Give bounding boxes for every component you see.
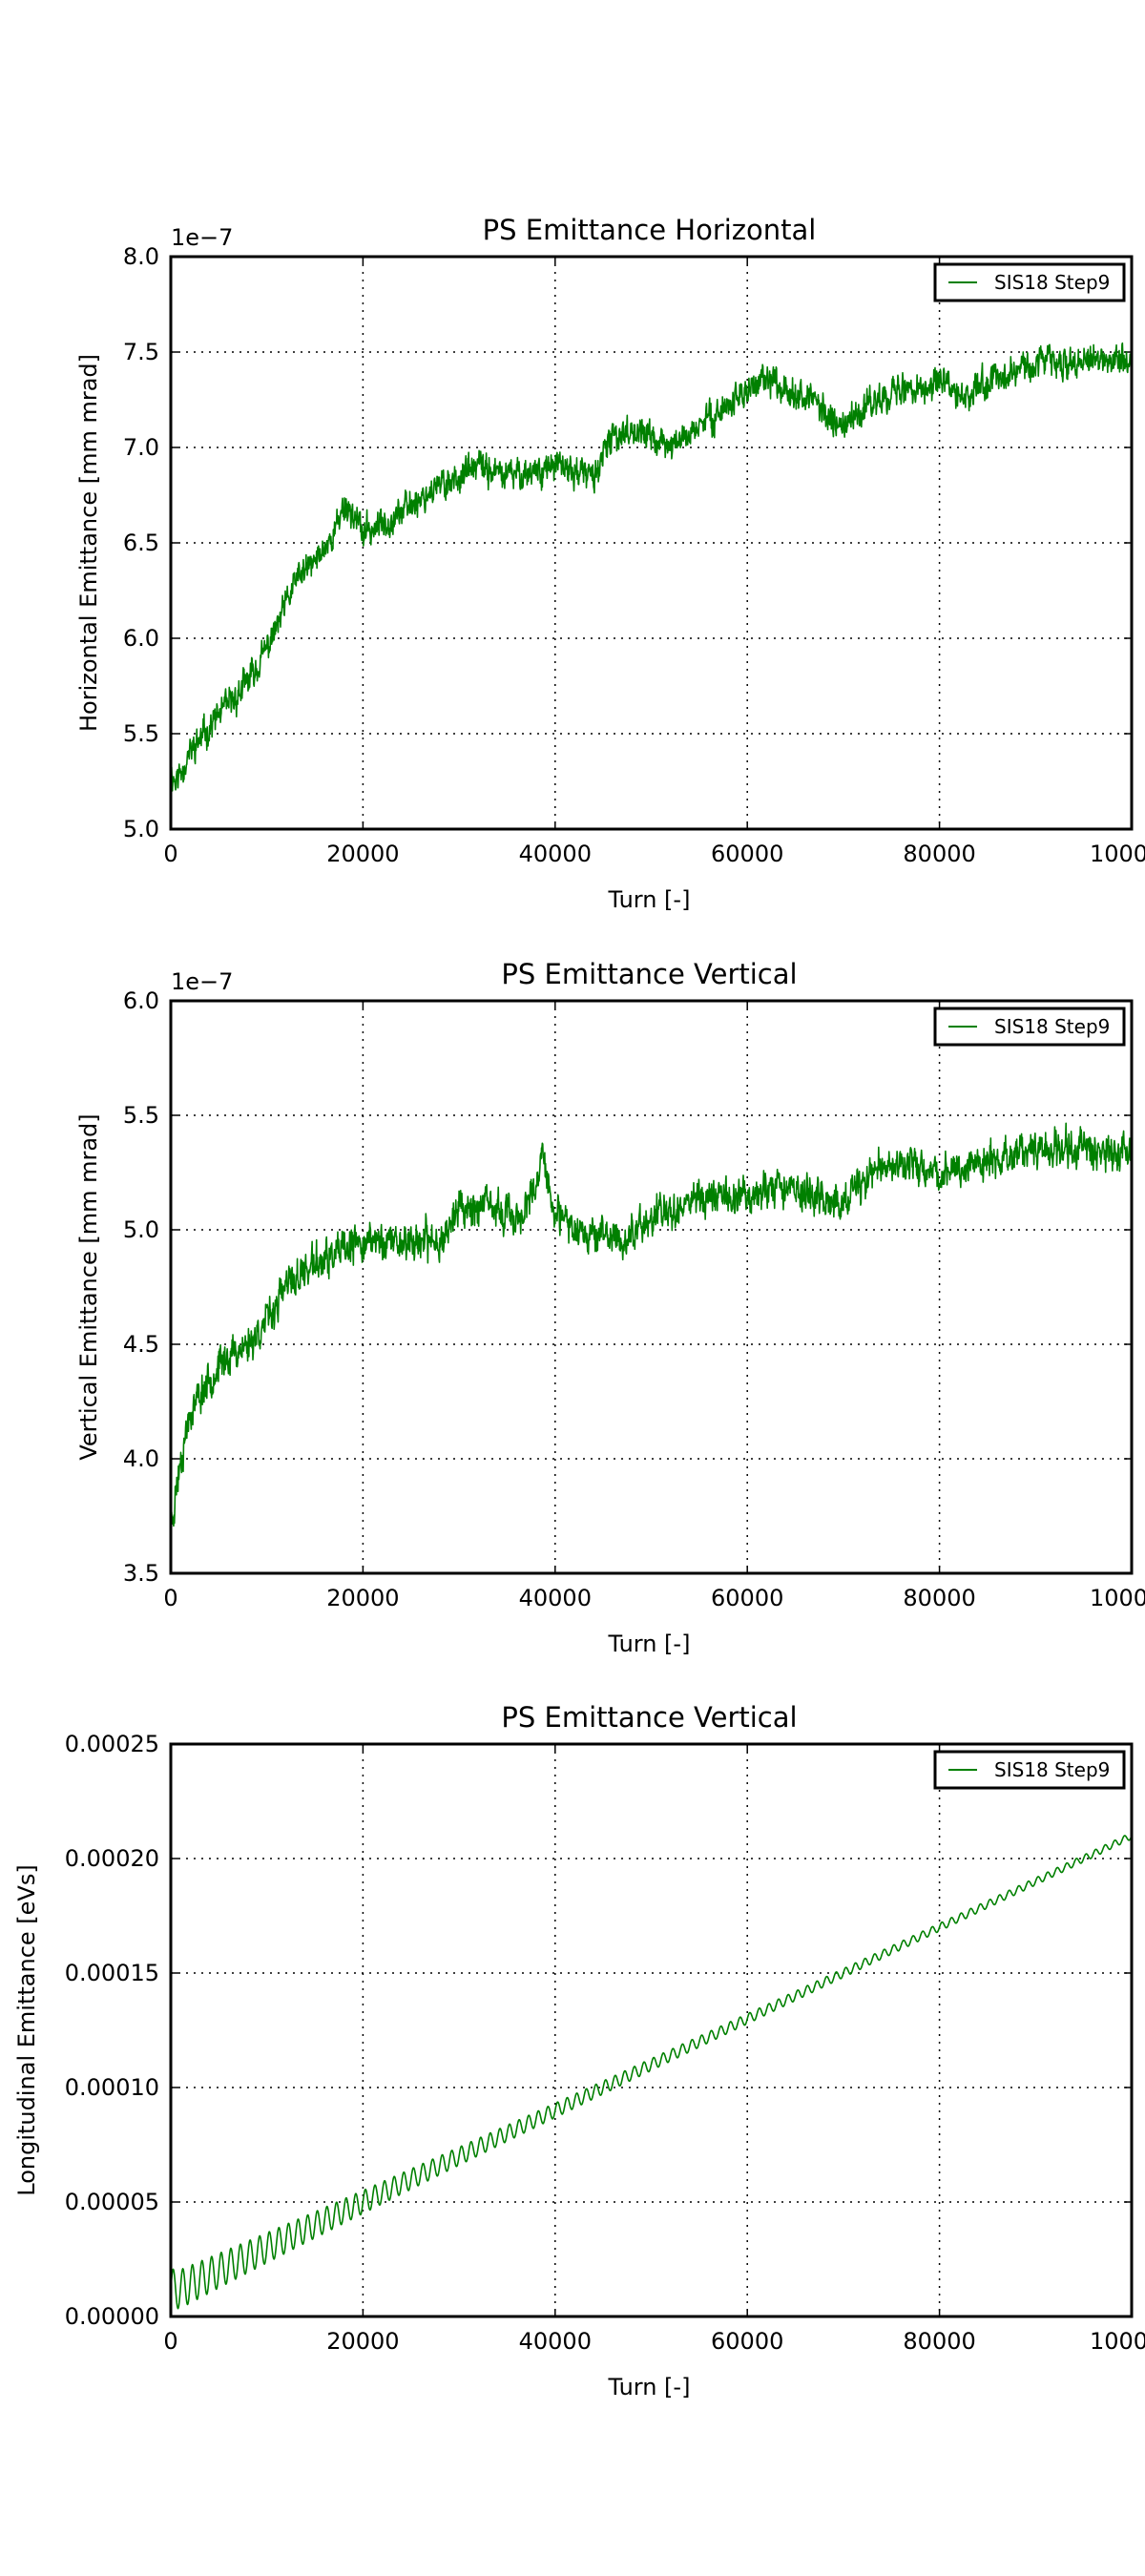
x-tick-label: 20000 <box>326 1585 399 1611</box>
y-tick-label: 8.0 <box>123 243 159 270</box>
series-line-1 <box>171 1122 1132 1536</box>
legend: SIS18 Step9 <box>933 1750 1126 1790</box>
x-tick-label: 80000 <box>903 841 975 867</box>
x-tick-label: 20000 <box>326 841 399 867</box>
y-axis-label: Vertical Emittance [mm mrad] <box>75 1113 102 1460</box>
y-tick-label: 5.0 <box>123 816 159 842</box>
chart-panel-3: 0.00000 0.00005 0.00010 0.00015 0.00020 0.000… <box>13 1701 1145 2400</box>
axes-frame <box>169 1742 1134 2318</box>
x-axis-label: Turn [-] <box>608 2374 691 2400</box>
chart-panel-2: 3.5 4.0 4.5 5.0 5.5 6.0 0 20000 40000 60000 80000 1… <box>75 958 1145 1657</box>
y-tick-label: 6.0 <box>123 625 159 652</box>
y-tick-label: 6.5 <box>123 530 159 556</box>
x-tick-label: 0 <box>163 2328 177 2355</box>
legend: SIS18 Step9 <box>933 1007 1126 1047</box>
y-tick-label: 5.5 <box>123 720 159 747</box>
x-tick-label: 0 <box>163 1585 177 1611</box>
legend: SIS18 Step9 <box>933 262 1126 302</box>
x-tick-label: 60000 <box>711 1585 783 1611</box>
x-tick-label: 80000 <box>903 1585 975 1611</box>
series-line-1 <box>171 342 1132 792</box>
x-tick-label: 1000 <box>1090 2328 1145 2355</box>
x-tick-label: 1000 <box>1090 841 1145 867</box>
y-tick-label: 0.00000 <box>65 2303 159 2330</box>
y-tick-label: 0.00005 <box>65 2189 159 2215</box>
chart-title: PS Emittance Horizontal <box>483 214 817 246</box>
y-axis-label: Horizontal Emittance [mm mrad] <box>75 354 102 732</box>
y-tick-label: 0.00020 <box>65 1845 159 1872</box>
y-tick-label: 7.5 <box>123 339 159 365</box>
y-tick-label: 3.5 <box>123 1560 159 1587</box>
series-line-1 <box>171 1835 1132 2310</box>
y-tick-label: 4.0 <box>123 1445 159 1472</box>
axes-frame <box>169 255 1134 831</box>
x-tick-label: 40000 <box>519 1585 592 1611</box>
chart-title: PS Emittance Vertical <box>501 958 797 990</box>
chart-panel-1: 5.0 5.5 6.0 6.5 7.0 7.5 8.0 0 20000 40000 60000 800… <box>75 214 1145 913</box>
x-tick-label: 40000 <box>519 2328 592 2355</box>
axis-offset-label: 1e−7 <box>171 968 233 995</box>
x-tick-label: 1000 <box>1090 1585 1145 1611</box>
y-tick-label: 6.0 <box>123 987 159 1014</box>
legend-label: SIS18 Step9 <box>994 1015 1110 1038</box>
y-tick-label: 4.5 <box>123 1331 159 1358</box>
x-tick-label: 20000 <box>326 2328 399 2355</box>
y-tick-label: 0.00015 <box>65 1960 159 1986</box>
x-tick-label: 0 <box>163 841 177 867</box>
y-tick-label: 0.00010 <box>65 2074 159 2101</box>
chart-title: PS Emittance Vertical <box>501 1701 797 1734</box>
x-tick-label: 60000 <box>711 2328 783 2355</box>
legend-label: SIS18 Step9 <box>994 1758 1110 1781</box>
axis-offset-label: 1e−7 <box>171 224 233 251</box>
y-axis-label: Longitudinal Emittance [eVs] <box>13 1864 40 2195</box>
x-tick-label: 60000 <box>711 841 783 867</box>
y-tick-label: 5.0 <box>123 1216 159 1243</box>
y-tick-label: 7.0 <box>123 434 159 461</box>
x-tick-label: 40000 <box>519 841 592 867</box>
axes-frame <box>169 999 1134 1575</box>
x-axis-label: Turn [-] <box>608 1631 691 1657</box>
y-tick-label: 5.5 <box>123 1102 159 1129</box>
y-tick-label: 0.00025 <box>65 1731 159 1757</box>
legend-label: SIS18 Step9 <box>994 271 1110 294</box>
x-axis-label: Turn [-] <box>608 886 691 913</box>
x-tick-label: 80000 <box>903 2328 975 2355</box>
